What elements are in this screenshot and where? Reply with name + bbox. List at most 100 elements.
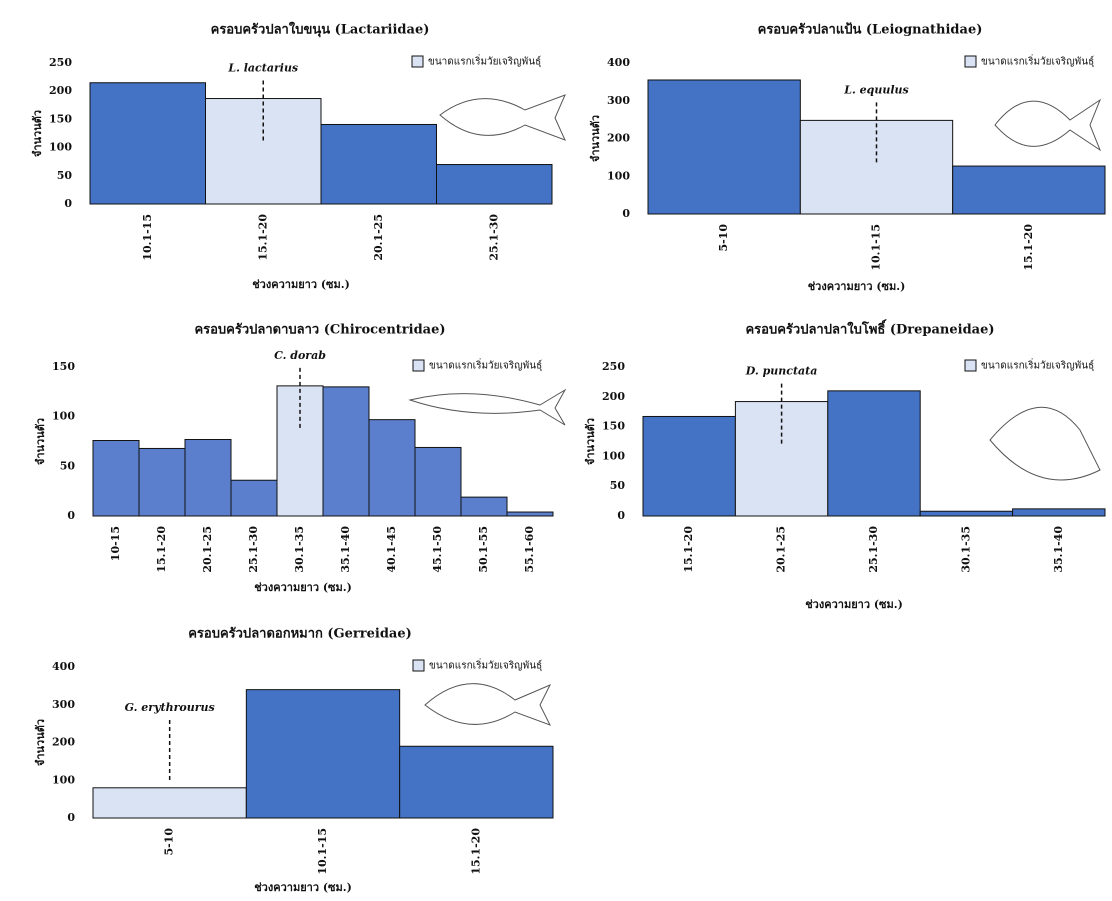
fish-drawings xyxy=(408,94,1102,726)
bar xyxy=(89,82,206,205)
x-tick-label: 45.1-50 xyxy=(431,526,444,573)
x-tick-label: 25.1-30 xyxy=(867,526,880,573)
x-tick-label: 20.1-25 xyxy=(201,526,214,573)
chart-title: ครอบครัวปลาดอกหมาก (Gerreidae) xyxy=(188,627,412,642)
x-tick-label: 30.1-35 xyxy=(959,526,972,573)
y-tick-label: 150 xyxy=(602,420,625,433)
bar xyxy=(230,479,278,517)
y-tick-label: 200 xyxy=(602,390,625,403)
bar xyxy=(399,745,554,819)
legend-swatch xyxy=(411,55,424,68)
x-tick-label: 35.1-40 xyxy=(1052,526,1065,573)
x-tick-label: 5-10 xyxy=(163,828,176,856)
y-tick-label: 400 xyxy=(607,56,630,69)
bar xyxy=(322,386,370,517)
bar xyxy=(184,439,232,517)
x-axis-label: ช่วงความยาว (ซม.) xyxy=(808,280,906,293)
bar xyxy=(642,415,736,517)
legend-label: ขนาดแรกเริ่มวัยเจริญพันธุ์ xyxy=(981,358,1094,372)
bar xyxy=(368,419,416,517)
y-tick-label: 100 xyxy=(607,169,630,182)
bar xyxy=(1012,508,1106,517)
legend-label: ขนาดแรกเริ่มวัยเจริญพันธุ์ xyxy=(429,358,542,372)
bar xyxy=(506,511,554,517)
x-tick-label: 10.1-15 xyxy=(316,828,329,875)
y-tick-label: 150 xyxy=(52,360,75,373)
bar xyxy=(952,165,1106,215)
chart-title: ครอบครัวปลาใบขนุน (Lactariidae) xyxy=(211,21,430,38)
bar xyxy=(92,440,140,517)
x-tick-label: 15.1-20 xyxy=(682,526,695,573)
y-tick-label: 50 xyxy=(610,479,626,492)
y-tick-label: 300 xyxy=(52,698,75,711)
y-tick-label: 0 xyxy=(64,197,72,210)
x-tick-label: 55.1-60 xyxy=(523,526,536,573)
bar xyxy=(320,123,437,205)
bar xyxy=(919,510,1014,517)
x-tick-label: 10-15 xyxy=(109,526,122,561)
bar xyxy=(799,119,954,215)
x-tick-label: 35.1-40 xyxy=(339,526,352,573)
y-tick-label: 100 xyxy=(602,449,625,462)
y-axis-label: จำนวนตัว xyxy=(584,418,597,465)
legend-label: ขนาดแรกเริ่มวัยเจริญพันธุ์ xyxy=(428,54,541,68)
y-axis-label: จำนวนตัว xyxy=(34,719,47,766)
species-annotation: G. erythrourus xyxy=(125,701,215,714)
fish-drawing xyxy=(994,98,1102,152)
x-axis-label: ช่วงความยาว (ซม.) xyxy=(254,581,352,594)
legend-swatch xyxy=(964,359,977,372)
y-axis-label: จำนวนตัว xyxy=(34,418,47,465)
y-tick-label: 300 xyxy=(607,94,630,107)
x-tick-label: 50.1-55 xyxy=(477,526,490,573)
x-tick-label: 10.1-15 xyxy=(141,214,154,261)
y-tick-label: 200 xyxy=(52,736,75,749)
legend-swatch xyxy=(412,359,425,372)
y-tick-label: 100 xyxy=(52,410,75,423)
chart-title: ครอบครัวปลาปลาใบโพธิ์ (Drepaneidae) xyxy=(745,319,994,338)
y-tick-label: 400 xyxy=(52,660,75,673)
bar xyxy=(827,390,921,517)
fish-drawing xyxy=(989,406,1101,481)
species-annotation: C. dorab xyxy=(274,349,326,362)
y-tick-label: 250 xyxy=(49,56,72,69)
y-tick-label: 100 xyxy=(52,773,75,786)
x-tick-label: 15.1-20 xyxy=(469,828,482,875)
x-axis-label: ช่วงความยาว (ซม.) xyxy=(252,278,350,291)
bar xyxy=(92,787,247,819)
y-tick-label: 0 xyxy=(622,207,630,220)
y-tick-label: 50 xyxy=(60,459,76,472)
y-tick-label: 50 xyxy=(57,169,73,182)
y-axis-label: จำนวนตัว xyxy=(589,115,602,162)
x-tick-label: 20.1-25 xyxy=(775,526,788,573)
x-tick-label: 40.1-45 xyxy=(385,526,398,573)
species-annotation: L. lactarius xyxy=(227,62,298,75)
legend-label: ขนาดแรกเริ่มวัยเจริญพันธุ์ xyxy=(981,54,1094,68)
bar xyxy=(205,98,322,205)
x-tick-label: 15.1-20 xyxy=(155,526,168,573)
x-tick-label: 20.1-25 xyxy=(372,214,385,261)
fish-drawing xyxy=(439,94,566,141)
y-tick-label: 100 xyxy=(49,141,72,154)
y-tick-label: 250 xyxy=(602,360,625,373)
bar xyxy=(245,689,401,819)
species-annotation: D. punctata xyxy=(745,365,818,378)
x-tick-label: 25.1-30 xyxy=(487,214,500,261)
fish-drawing xyxy=(424,683,552,726)
bar xyxy=(414,446,462,517)
chart-title: ครอบครัวปลาดาบลาว (Chirocentridae) xyxy=(194,323,445,338)
legend-swatch xyxy=(964,55,977,68)
x-axis-label: ช่วงความยาว (ซม.) xyxy=(254,881,352,894)
x-axis-label: ช่วงความยาว (ซม.) xyxy=(805,598,903,611)
legend-swatch xyxy=(412,659,425,672)
species-annotation: L. equulus xyxy=(843,83,908,96)
bar xyxy=(460,496,508,517)
chart-title: ครอบครัวปลาแป้น (Leiognathidae) xyxy=(758,22,983,38)
x-tick-label: 5-10 xyxy=(717,224,730,252)
fish-drawing xyxy=(408,388,567,426)
y-tick-label: 200 xyxy=(607,132,630,145)
y-tick-label: 200 xyxy=(49,84,72,97)
y-tick-label: 0 xyxy=(67,509,75,522)
x-tick-label: 15.1-20 xyxy=(1022,224,1035,271)
legend-label: ขนาดแรกเริ่มวัยเจริญพันธุ์ xyxy=(429,658,542,672)
